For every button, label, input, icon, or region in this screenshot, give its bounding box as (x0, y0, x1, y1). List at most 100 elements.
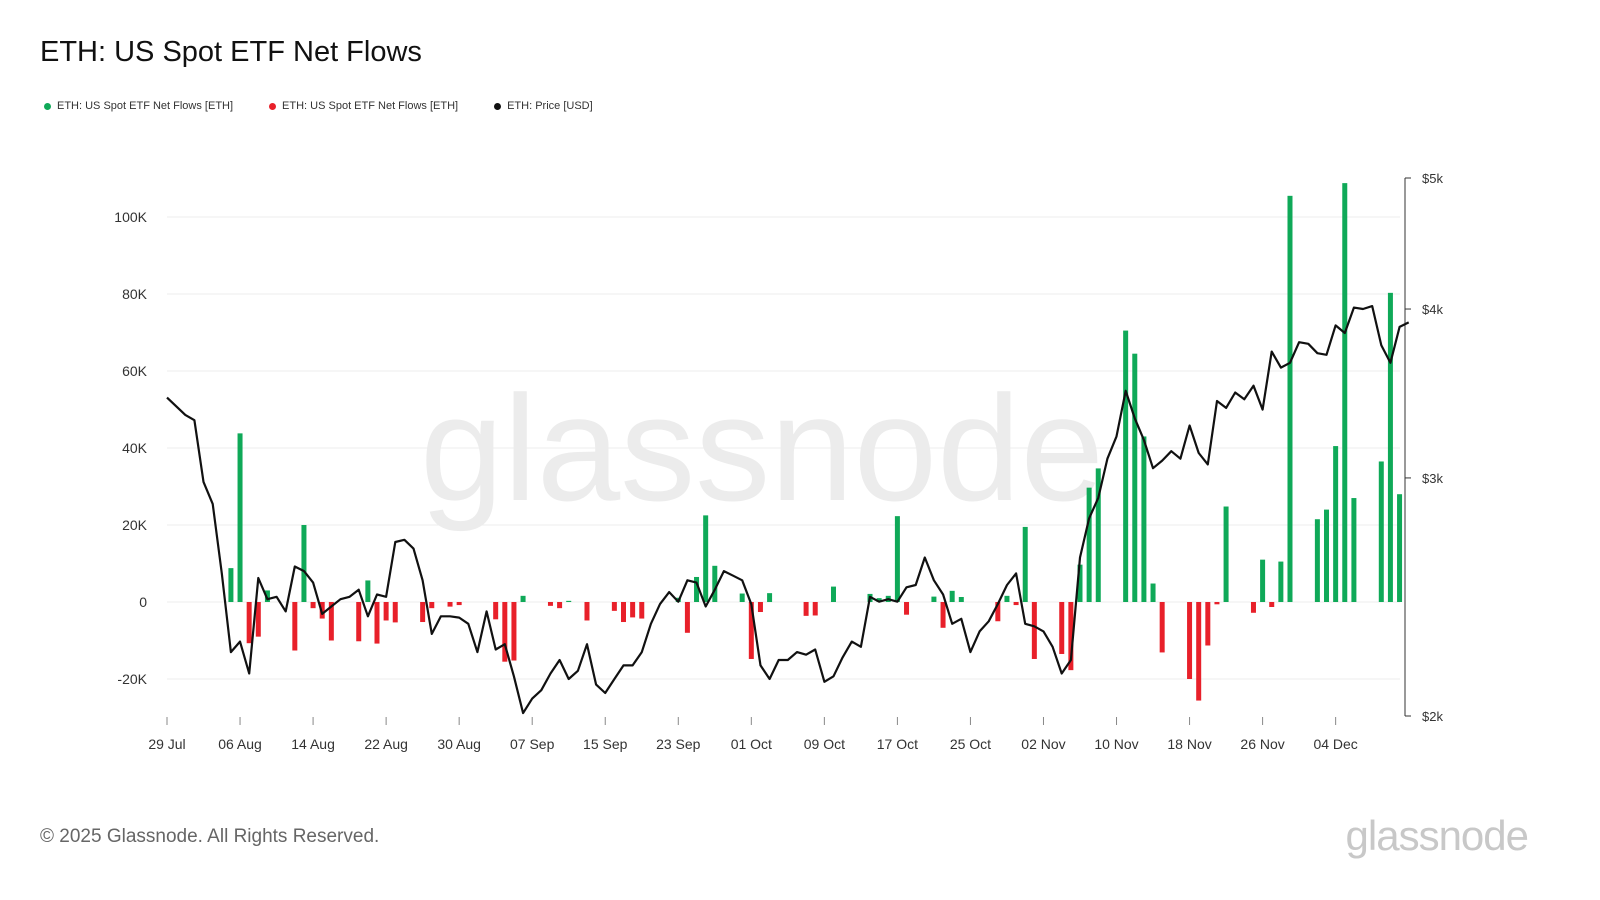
outflow-bar (684, 602, 690, 633)
y-left-tick-label: 20K (122, 517, 148, 533)
inflow-bar (1077, 564, 1083, 602)
inflow-bar (1314, 519, 1320, 602)
inflow-bar (1333, 446, 1339, 602)
inflow-bar (1004, 595, 1010, 602)
outflow-bar (1250, 602, 1256, 613)
inflow-bar (228, 568, 234, 602)
inflow-bar (1378, 461, 1384, 602)
x-tick-label: 26 Nov (1240, 736, 1284, 752)
inflow-bar (739, 593, 745, 602)
inflow-bar (1123, 330, 1129, 602)
x-tick-label: 29 Jul (148, 736, 185, 752)
outflow-bar (639, 602, 645, 619)
inflow-bar (958, 596, 964, 602)
inflow-bar (1141, 436, 1147, 602)
outflow-bar (255, 602, 261, 637)
grid-lines (167, 216, 1400, 680)
outflow-bar (940, 602, 946, 628)
inflow-bar (1150, 583, 1156, 602)
outflow-bar (447, 602, 453, 607)
y-right-tick-label: $4k (1422, 302, 1443, 317)
legend-dot-icon (494, 102, 502, 110)
outflow-bar (392, 602, 398, 623)
legend-label: ETH: Price [USD] (507, 100, 593, 112)
inflow-bar (1324, 509, 1330, 602)
x-tick-label: 07 Sep (510, 736, 555, 752)
outflow-bar (374, 602, 380, 644)
inflow-bar (1287, 195, 1293, 602)
inflow-bar (703, 515, 709, 602)
outflow-bar (1068, 602, 1074, 671)
outflow-bar (803, 602, 809, 616)
inflow-bar (894, 516, 900, 602)
x-tick-label: 15 Sep (583, 736, 628, 752)
inflow-bar (1351, 498, 1357, 602)
x-tick-label: 18 Nov (1167, 736, 1211, 752)
inflow-bar (566, 600, 572, 602)
brand-logo: glassnode (1345, 812, 1529, 859)
outflow-bar (995, 602, 1001, 622)
legend-item-inflows[interactable]: ETH: US Spot ETF Net Flows [ETH] (44, 100, 233, 112)
x-tick-label: 06 Aug (218, 736, 262, 752)
outflow-bar (1059, 602, 1065, 654)
inflow-bar (1342, 183, 1348, 602)
inflow-bar (1387, 292, 1393, 602)
outflow-bar (356, 602, 362, 642)
y-left-tick-label: 100K (114, 209, 147, 225)
outflow-bar (757, 602, 763, 613)
x-tick-label: 10 Nov (1094, 736, 1138, 752)
x-tick-label: 09 Oct (804, 736, 845, 752)
inflow-bar (931, 596, 937, 602)
y-right-tick-label: $2k (1422, 709, 1443, 724)
legend-dot-icon (269, 102, 277, 110)
inflow-bar (1278, 561, 1284, 602)
x-tick-label: 25 Oct (950, 736, 991, 752)
x-tick-label: 30 Aug (437, 736, 481, 752)
outflow-bar (246, 602, 252, 644)
y-right-tick-label: $3k (1422, 471, 1443, 486)
outflow-bar (328, 602, 334, 641)
outflow-bar (584, 602, 590, 621)
legend-label: ETH: US Spot ETF Net Flows [ETH] (57, 100, 234, 112)
x-tick-label: 23 Sep (656, 736, 701, 752)
legend-item-price[interactable]: ETH: Price [USD] (494, 100, 593, 112)
outflow-bar (812, 602, 818, 616)
outflow-bar (383, 602, 389, 621)
inflow-bar (1260, 559, 1266, 602)
outflow-bar (611, 602, 617, 611)
x-tick-label: 14 Aug (291, 736, 335, 752)
outflow-bar (1205, 602, 1211, 646)
inflow-bar (1223, 506, 1229, 602)
inflow-bar (830, 586, 836, 602)
inflow-bar (1022, 526, 1028, 602)
inflow-bar (365, 580, 371, 602)
outflow-bar (557, 602, 563, 609)
price-line (166, 305, 1410, 715)
y-left-tick-label: 40K (122, 440, 148, 456)
outflow-bar (292, 602, 298, 651)
inflow-bar (712, 565, 718, 602)
flow-bars (228, 183, 1403, 701)
outflow-bar (748, 602, 754, 659)
y-left-tick-label: 80K (122, 286, 148, 302)
inflow-bar (237, 433, 243, 602)
outflow-bar (621, 602, 626, 623)
y-left-tick-label: -20K (117, 671, 147, 687)
outflow-bar (420, 602, 426, 623)
inflow-bar (1095, 468, 1101, 602)
outflow-bar (1187, 602, 1193, 679)
inflow-bar (694, 576, 700, 602)
outflow-bar (493, 602, 499, 620)
copyright-footer: © 2025 Glassnode. All Rights Reserved. (40, 826, 380, 847)
x-tick-label: 17 Oct (877, 736, 918, 752)
outflow-bar (1269, 602, 1275, 608)
legend-item-outflows[interactable]: ETH: US Spot ETF Net Flows [ETH] (269, 100, 458, 112)
outflow-bar (1031, 602, 1037, 659)
outflow-bar (1196, 602, 1202, 701)
inflow-bar (520, 595, 526, 602)
inflow-bar (949, 590, 955, 602)
outflow-bar (547, 602, 553, 606)
inflow-bar (301, 525, 307, 602)
x-tick-label: 01 Oct (731, 736, 772, 752)
